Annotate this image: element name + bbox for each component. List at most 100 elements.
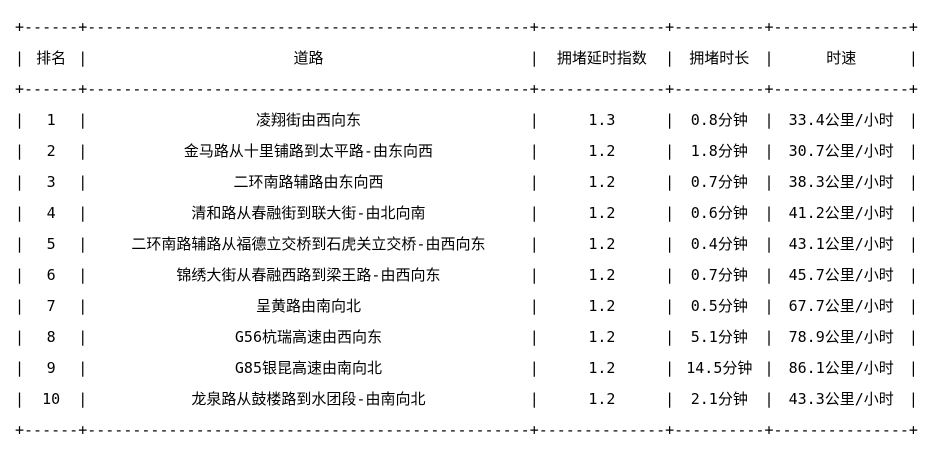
table-border-top: + ------ + --------------------------------…: [15, 12, 932, 43]
column-divider: |: [15, 297, 25, 315]
table-border-header: + ------ + --------------------------------…: [15, 74, 932, 105]
border-junction: +: [908, 80, 918, 98]
cell-road: 二环南路辅路从福德立交桥到石虎关立交桥-由西向东: [131, 235, 486, 253]
column-divider: |: [529, 390, 539, 408]
border-dashes: ---------------: [773, 421, 909, 439]
cell-speed: 41.2公里/小时: [788, 204, 894, 222]
border-dashes: ----------: [674, 421, 765, 439]
column-divider: |: [665, 390, 675, 408]
cell-road: G85银昆高速由南向北: [234, 359, 382, 377]
column-divider: |: [78, 390, 88, 408]
table-row: | 5 | 二环南路辅路从福德立交桥到石虎关立交桥-由西向东 | 1.2 | 0.4分钟 | 43…: [15, 229, 932, 260]
column-divider: |: [665, 111, 675, 129]
column-divider: |: [908, 142, 918, 160]
cell-duration: 5.1分钟: [690, 328, 748, 346]
cell-delay-index: 1.2: [588, 173, 616, 191]
column-divider: |: [908, 111, 918, 129]
table-row: | 2 | 金马路从十里铺路到太平路-由东向西 | 1.2 | 1.8分钟 | 30.7公里/小时…: [15, 136, 932, 167]
column-divider: |: [908, 235, 918, 253]
column-divider: |: [764, 173, 774, 191]
border-dashes: ---------------: [773, 18, 909, 36]
table-row: | 4 | 清和路从春融街到联大街-由北向南 | 1.2 | 0.6分钟 | 41.2公里/小时 |: [15, 198, 932, 229]
column-divider: |: [15, 173, 25, 191]
border-dashes: ----------------------------------------…: [87, 80, 530, 98]
cell-delay-index: 1.2: [588, 390, 616, 408]
cell-rank: 9: [46, 359, 56, 377]
border-junction: +: [15, 18, 25, 36]
border-dashes: ------: [24, 80, 79, 98]
cell-duration: 0.4分钟: [690, 235, 748, 253]
column-divider: |: [764, 142, 774, 160]
column-divider: |: [529, 142, 539, 160]
border-dashes: ----------------------------------------…: [87, 18, 530, 36]
cell-delay-index: 1.2: [588, 235, 616, 253]
column-divider: |: [665, 173, 675, 191]
column-divider: |: [665, 204, 675, 222]
column-divider: |: [665, 359, 675, 377]
cell-rank: 10: [42, 390, 61, 408]
traffic-rank-table: + ------ + --------------------------------…: [15, 12, 932, 439]
border-junction: +: [78, 421, 88, 439]
border-dashes: ---------------: [773, 80, 909, 98]
cell-road: G56杭瑞高速由西向东: [234, 328, 382, 346]
column-divider: |: [15, 359, 25, 377]
column-divider: |: [764, 235, 774, 253]
column-divider: |: [15, 49, 25, 67]
border-junction: +: [15, 421, 25, 439]
cell-road: 金马路从十里铺路到太平路-由东向西: [183, 142, 433, 160]
column-divider: |: [764, 297, 774, 315]
column-divider: |: [665, 235, 675, 253]
header-cell-duration: 拥堵时长: [689, 49, 750, 67]
cell-delay-index: 1.2: [588, 328, 616, 346]
cell-rank: 3: [46, 173, 56, 191]
column-divider: |: [78, 266, 88, 284]
cell-speed: 78.9公里/小时: [788, 328, 894, 346]
column-divider: |: [764, 359, 774, 377]
table-header-row: | 排名 | 道路 | 拥堵延时指数 | 拥堵时长 | 时速 |: [15, 43, 932, 74]
column-divider: |: [665, 266, 675, 284]
cell-speed: 45.7公里/小时: [788, 266, 894, 284]
column-divider: |: [908, 173, 918, 191]
column-divider: |: [15, 111, 25, 129]
border-dashes: ------: [24, 18, 79, 36]
column-divider: |: [908, 297, 918, 315]
cell-delay-index: 1.2: [588, 142, 616, 160]
column-divider: |: [529, 266, 539, 284]
column-divider: |: [78, 359, 88, 377]
cell-duration: 0.7分钟: [690, 266, 748, 284]
cell-speed: 30.7公里/小时: [788, 142, 894, 160]
border-junction: +: [764, 421, 774, 439]
cell-road: 呈黄路由南向北: [255, 297, 361, 315]
cell-rank: 2: [46, 142, 56, 160]
column-divider: |: [908, 359, 918, 377]
border-dashes: ------: [24, 421, 79, 439]
border-junction: +: [908, 18, 918, 36]
column-divider: |: [529, 111, 539, 129]
cell-delay-index: 1.2: [588, 266, 616, 284]
column-divider: |: [78, 49, 88, 67]
border-dashes: ----------------------------------------…: [87, 421, 530, 439]
border-junction: +: [78, 80, 88, 98]
column-divider: |: [529, 359, 539, 377]
column-divider: |: [764, 328, 774, 346]
column-divider: |: [78, 204, 88, 222]
table-row: | 3 | 二环南路辅路由东向西 | 1.2 | 0.7分钟 | 38.3公里/小时 |: [15, 167, 932, 198]
cell-duration: 14.5分钟: [686, 359, 753, 377]
header-cell-delay-index: 拥堵延时指数: [556, 49, 647, 67]
cell-speed: 43.3公里/小时: [788, 390, 894, 408]
column-divider: |: [908, 266, 918, 284]
cell-duration: 2.1分钟: [690, 390, 748, 408]
cell-rank: 1: [46, 111, 56, 129]
header-cell-road: 道路: [293, 49, 324, 67]
column-divider: |: [764, 266, 774, 284]
cell-speed: 86.1公里/小时: [788, 359, 894, 377]
cell-road: 清和路从春融街到联大街-由北向南: [191, 204, 426, 222]
column-divider: |: [529, 328, 539, 346]
column-divider: |: [665, 49, 675, 67]
border-junction: +: [15, 80, 25, 98]
cell-delay-index: 1.2: [588, 359, 616, 377]
border-dashes: ----------: [674, 80, 765, 98]
cell-duration: 0.5分钟: [690, 297, 748, 315]
cell-rank: 6: [46, 266, 56, 284]
border-junction: +: [665, 421, 675, 439]
